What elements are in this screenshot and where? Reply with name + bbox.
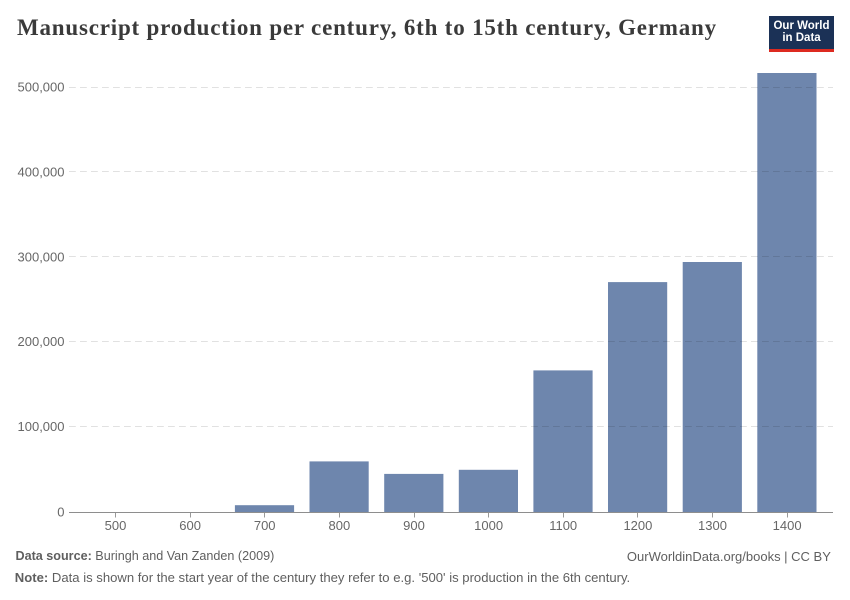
svg-text:500,000: 500,000: [18, 80, 65, 95]
svg-text:1100: 1100: [549, 518, 577, 533]
svg-text:800: 800: [329, 518, 351, 533]
svg-text:1200: 1200: [623, 518, 652, 533]
svg-text:600: 600: [179, 518, 201, 533]
svg-text:1000: 1000: [474, 518, 503, 533]
svg-text:500: 500: [105, 518, 127, 533]
svg-text:1400: 1400: [773, 518, 802, 533]
svg-text:900: 900: [403, 518, 425, 533]
svg-text:0: 0: [57, 505, 64, 520]
svg-text:200,000: 200,000: [18, 334, 65, 349]
svg-text:100,000: 100,000: [18, 419, 65, 434]
svg-text:1300: 1300: [698, 518, 727, 533]
svg-text:300,000: 300,000: [18, 249, 65, 264]
svg-text:400,000: 400,000: [18, 164, 65, 179]
svg-text:700: 700: [254, 518, 276, 533]
